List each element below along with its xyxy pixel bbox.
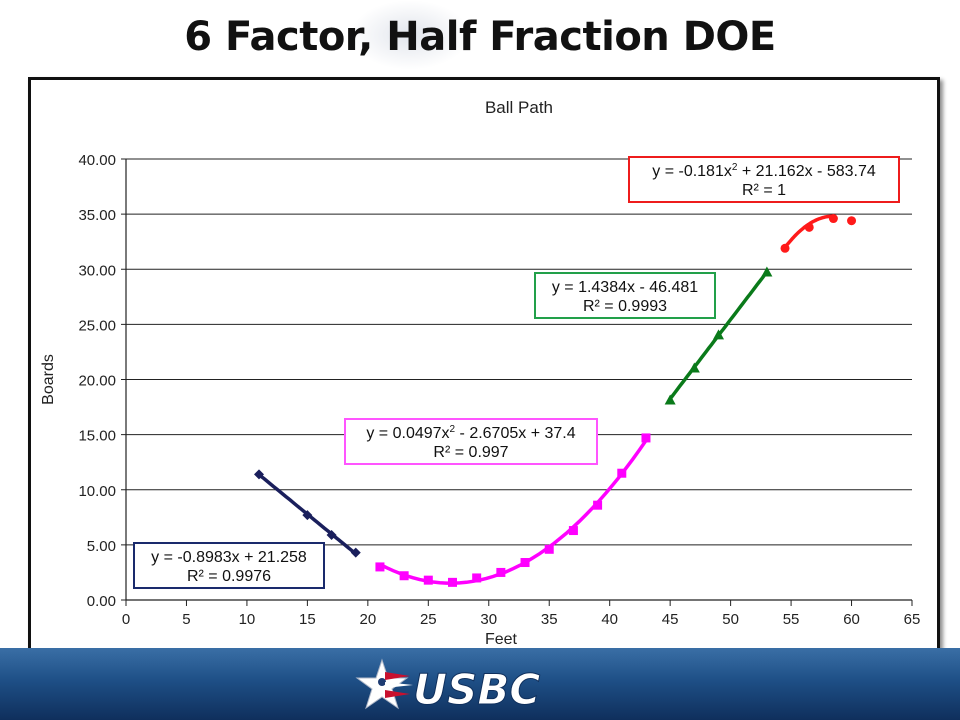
x-tick-label: 0 bbox=[122, 611, 130, 628]
ball-path-chart: Ball Path 0.00 5.00 10.00 15.00 20.00 25.00 30.… bbox=[40, 98, 921, 648]
data-point-circle bbox=[828, 214, 838, 224]
trend-equation-1: y = -0.8983x + 21.258 bbox=[151, 549, 307, 566]
data-point-circle bbox=[847, 216, 857, 226]
data-point-square bbox=[520, 558, 530, 568]
y-tick-label: 35.00 bbox=[78, 207, 116, 224]
data-point-square bbox=[593, 500, 603, 510]
trend-r2-1: R² = 0.9976 bbox=[187, 568, 271, 585]
equation-box-2 bbox=[344, 418, 598, 465]
chart-title: Ball Path bbox=[485, 98, 553, 117]
x-tick-label: 25 bbox=[420, 611, 437, 628]
x-axis-label: Feet bbox=[485, 631, 518, 648]
data-point-triangle bbox=[713, 329, 725, 340]
equation-box-3 bbox=[534, 272, 716, 319]
x-tick-label: 15 bbox=[299, 611, 316, 628]
data-point-circle bbox=[804, 222, 814, 232]
red-swoosh-lower-icon bbox=[385, 690, 410, 698]
y-axis-label: Boards bbox=[40, 354, 57, 405]
y-tick-label: 0.00 bbox=[87, 593, 116, 610]
data-point-triangle bbox=[688, 362, 700, 373]
x-tick-label: 55 bbox=[783, 611, 800, 628]
y-tick-label: 25.00 bbox=[78, 317, 116, 334]
trend-r2-2: R² = 0.997 bbox=[433, 444, 508, 461]
y-tick-label: 5.00 bbox=[87, 538, 116, 555]
x-tick-label: 45 bbox=[662, 611, 679, 628]
data-point-square bbox=[472, 573, 482, 583]
logo-wordmark: USBC bbox=[413, 665, 540, 714]
x-tick-label: 65 bbox=[904, 611, 921, 628]
red-swoosh-icon bbox=[385, 672, 410, 680]
equation-box-1 bbox=[133, 542, 325, 589]
y-tick-label: 10.00 bbox=[78, 483, 116, 500]
trend-r2-4: R² = 1 bbox=[742, 182, 786, 199]
x-tick-label: 30 bbox=[480, 611, 497, 628]
data-point-square bbox=[399, 571, 409, 581]
data-point-square bbox=[617, 468, 627, 478]
bowler-head-icon bbox=[378, 678, 386, 686]
data-point-square bbox=[496, 567, 506, 577]
equation-box-4 bbox=[628, 156, 900, 203]
x-tick-label: 50 bbox=[722, 611, 739, 628]
data-point-square bbox=[423, 575, 433, 585]
data-point-diamond bbox=[350, 547, 361, 558]
x-tick-label: 40 bbox=[601, 611, 618, 628]
y-tick-label: 40.00 bbox=[78, 152, 116, 169]
data-point-circle bbox=[780, 243, 790, 253]
y-tick-label: 30.00 bbox=[78, 262, 116, 279]
x-tick-label: 35 bbox=[541, 611, 558, 628]
trend-equation-4: y = -0.181x2 + 21.162x - 583.74 bbox=[652, 162, 876, 180]
trend-r2-3: R² = 0.9993 bbox=[583, 298, 667, 315]
data-point-square bbox=[568, 526, 578, 536]
title-glow-decoration bbox=[350, 0, 470, 70]
x-tick-label: 5 bbox=[182, 611, 190, 628]
data-point-square bbox=[641, 433, 651, 443]
footer-band bbox=[0, 648, 960, 720]
data-point-diamond bbox=[326, 529, 337, 540]
chart-frame: Ball Path 0.00 5.00 10.00 15.00 20.00 25.00 30.… bbox=[28, 77, 940, 666]
trend-equation-3: y = 1.4384x - 46.481 bbox=[552, 279, 698, 296]
usbc-logo: USBC bbox=[355, 658, 541, 715]
data-point-diamond bbox=[254, 469, 265, 480]
white-swoosh-icon bbox=[385, 682, 413, 688]
data-point-square bbox=[375, 562, 385, 572]
data-point-triangle bbox=[664, 394, 676, 405]
y-tick-label: 15.00 bbox=[78, 428, 116, 445]
x-tick-label: 10 bbox=[239, 611, 256, 628]
trend-equation-2: y = 0.0497x2 - 2.6705x + 37.4 bbox=[366, 424, 575, 442]
data-point-square bbox=[447, 577, 457, 587]
y-tick-label: 20.00 bbox=[78, 373, 116, 390]
x-tick-label: 20 bbox=[360, 611, 377, 628]
x-tick-label: 60 bbox=[843, 611, 860, 628]
slide-title: 6 Factor, Half Fraction DOE bbox=[184, 14, 776, 60]
data-point-square bbox=[544, 544, 554, 554]
data-point-diamond bbox=[302, 510, 313, 521]
data-point-triangle bbox=[761, 266, 773, 277]
